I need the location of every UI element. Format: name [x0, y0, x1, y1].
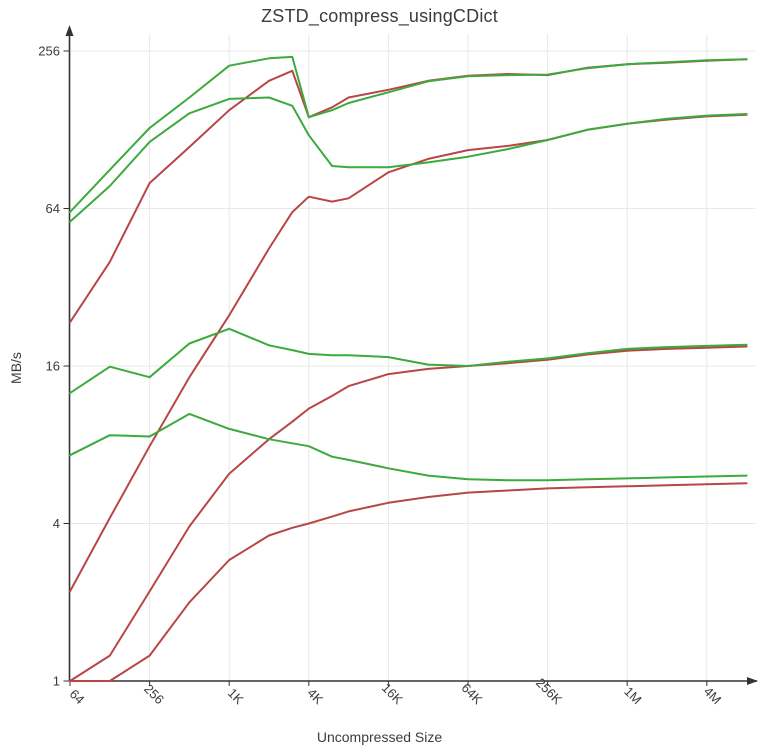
x-tick-label-1K: 1K: [225, 685, 247, 707]
series-green-line-2: [69, 96, 748, 223]
x-tick-label-256: 256: [141, 681, 167, 707]
series-red-line-1: [69, 58, 748, 324]
x-tick-label-4M: 4M: [701, 684, 724, 707]
y-axis-title: MB/s: [8, 352, 24, 384]
y-tick-label-256: 256: [38, 44, 60, 59]
series-red-line-2: [69, 113, 748, 593]
axes: [65, 25, 758, 685]
y-tick-label-1: 1: [53, 674, 60, 689]
x-tick-label-64K: 64K: [459, 680, 486, 707]
x-tick-label-1M: 1M: [621, 684, 644, 707]
series-red-line-4: [69, 482, 748, 682]
x-tick-label-4K: 4K: [304, 685, 326, 707]
x-axis-title: Uncompressed Size: [316, 729, 443, 745]
x-tick-label-64: 64: [67, 686, 88, 707]
x-tick-label-16K: 16K: [379, 680, 406, 707]
y-tick-label-64: 64: [46, 201, 60, 216]
chart-title: ZSTD_compress_usingCDict: [261, 6, 498, 26]
series-lines: [69, 55, 748, 682]
series-green-line-3: [69, 327, 748, 395]
x-tick-label-256K: 256K: [533, 675, 565, 707]
series-green-line-4: [69, 412, 748, 482]
y-axis-arrow-icon: [65, 25, 74, 36]
gridlines: [70, 34, 755, 681]
y-tick-label-16: 16: [46, 359, 60, 374]
series-green-line-1: [69, 55, 748, 214]
series-red-line-3: [69, 345, 748, 682]
y-tick-label-4: 4: [53, 516, 60, 531]
x-axis-arrow-icon: [747, 677, 758, 685]
